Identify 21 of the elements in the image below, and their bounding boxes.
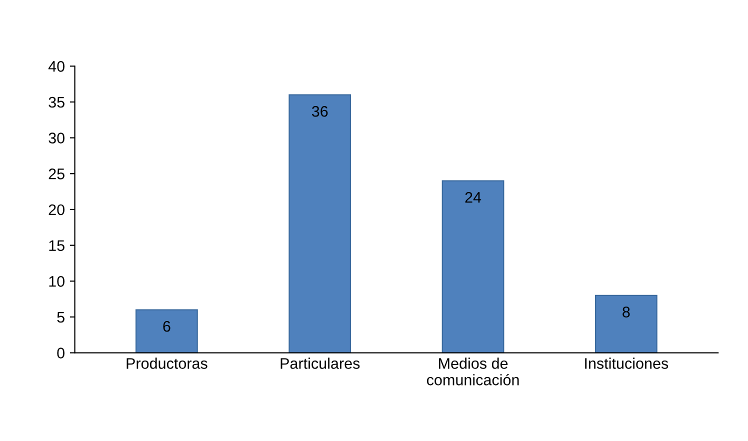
bar [288, 94, 352, 353]
y-tick-label: 15 [49, 240, 64, 251]
y-tick-label: 35 [48, 96, 64, 108]
data-label: 8 [622, 306, 630, 318]
y-tick-label: 30 [48, 132, 64, 144]
y-tick-label: 5 [57, 312, 64, 323]
y-tick-label: 40 [48, 61, 64, 72]
y-tick-label: 0 [57, 348, 64, 358]
data-label: 24 [465, 192, 482, 203]
y-tick-label: 20 [48, 204, 64, 216]
data-label: 6 [163, 320, 170, 332]
x-tick-label: Instituciones [585, 358, 668, 369]
bar [594, 294, 658, 353]
bar [136, 309, 198, 353]
x-tick-label: Medios de comunicación [426, 358, 519, 386]
x-tick-label: Productoras [126, 358, 208, 369]
y-tick-label: 25 [48, 168, 64, 180]
y-tick-label: 10 [49, 276, 64, 287]
bar [442, 180, 504, 353]
data-label: 36 [312, 106, 328, 117]
x-tick-label: Particulares [280, 358, 360, 369]
